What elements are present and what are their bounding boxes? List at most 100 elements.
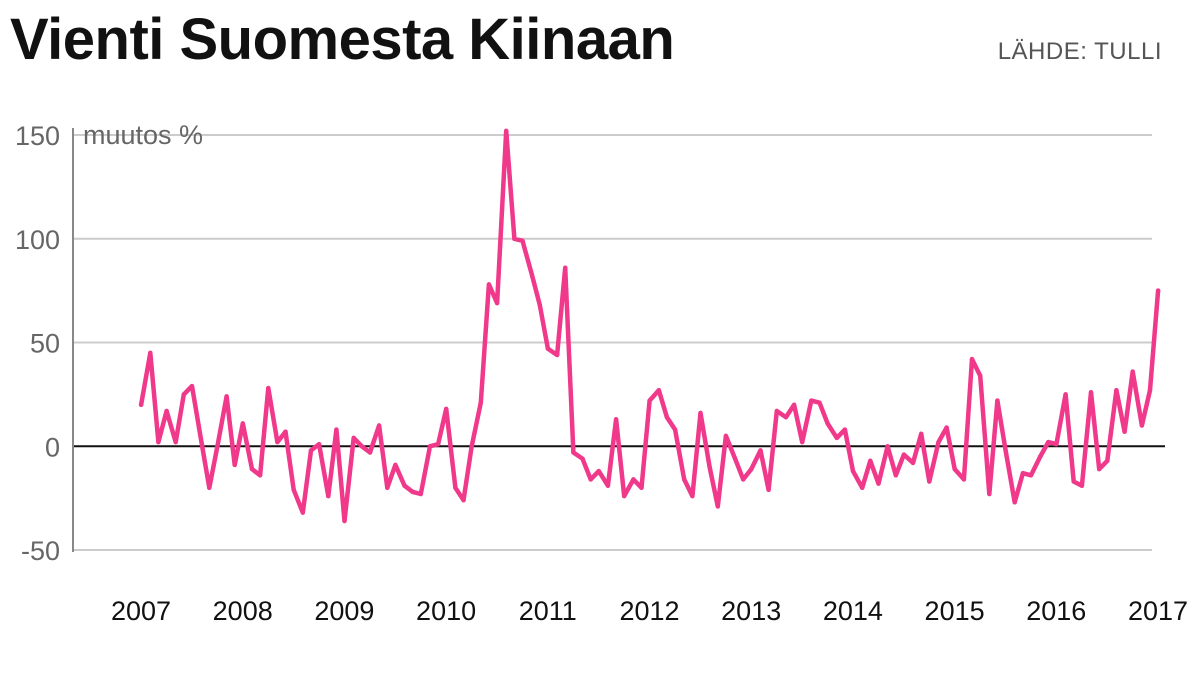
x-tick-label: 2017 [1128, 596, 1188, 626]
data-point [461, 498, 466, 503]
data-point [334, 427, 339, 432]
data-point [715, 504, 720, 509]
data-point [682, 477, 687, 482]
data-point [749, 466, 754, 472]
data-point [800, 439, 805, 445]
data-point [1054, 442, 1059, 447]
data-point [486, 282, 492, 287]
data-point [148, 350, 153, 356]
x-tick-labels: 2007 2008 2009 2010 2011 2012 2013 2014 2015 2016… [111, 596, 1188, 626]
y-tick-label: -50 [21, 536, 60, 566]
x-tick-label: 2013 [721, 596, 781, 626]
data-point [537, 302, 542, 308]
data-point [215, 444, 220, 449]
data-point [1097, 466, 1102, 472]
data-point [453, 485, 458, 490]
y-tick-label: 50 [30, 329, 60, 359]
data-point [1079, 483, 1085, 488]
y-tick-label: 150 [15, 121, 60, 151]
data-point [359, 444, 364, 449]
data-point [545, 346, 551, 351]
data-point [1147, 388, 1153, 393]
data-point [283, 429, 288, 434]
series-line [138, 128, 1161, 524]
data-point [1063, 392, 1068, 397]
data-point [605, 483, 611, 488]
data-point [1088, 390, 1094, 395]
data-point [351, 435, 356, 441]
data-point [860, 485, 865, 490]
y-tick-label: 100 [15, 225, 60, 255]
data-point [961, 477, 967, 482]
data-point [707, 464, 712, 470]
data-point [469, 444, 474, 449]
data-point [257, 473, 263, 478]
x-tick-label: 2009 [314, 596, 374, 626]
data-point [300, 510, 305, 515]
data-point [189, 383, 195, 389]
data-point [631, 477, 636, 482]
y-tick-labels: 150 100 50 0 -50 [15, 121, 60, 566]
data-point [741, 477, 746, 482]
data-point [698, 410, 703, 416]
x-tick-label: 2016 [1026, 596, 1086, 626]
data-point [809, 398, 814, 403]
data-point [1130, 369, 1135, 374]
data-point [927, 479, 932, 484]
data-point [885, 444, 890, 449]
data-point [326, 493, 331, 499]
data-point [1114, 388, 1119, 393]
x-tick-label: 2012 [619, 596, 679, 626]
data-point [901, 452, 907, 457]
data-point [656, 388, 661, 393]
data-point [494, 300, 500, 306]
data-point [554, 352, 560, 358]
data-point [224, 394, 229, 399]
data-point [783, 415, 789, 420]
data-point [978, 373, 983, 378]
data-point [1046, 439, 1051, 445]
data-point [791, 402, 797, 407]
data-point [936, 439, 941, 445]
data-point [893, 473, 898, 478]
chart-title: Vienti Suomesta Kiinaan [10, 7, 675, 72]
x-tick-label: 2007 [111, 596, 171, 626]
data-point [376, 423, 382, 428]
data-point [291, 487, 296, 492]
data-point [580, 456, 585, 461]
data-point [266, 385, 271, 391]
data-point [647, 398, 652, 403]
data-point [232, 462, 237, 468]
data-point [834, 435, 839, 441]
data-point [410, 489, 415, 495]
data-point [520, 238, 525, 243]
data-point [240, 421, 245, 426]
data-point [571, 450, 576, 455]
data-point [622, 493, 627, 499]
data-point [987, 491, 992, 497]
data-point [672, 427, 678, 432]
data-point [588, 477, 593, 482]
x-tick-label: 2010 [416, 596, 476, 626]
data-point [156, 439, 161, 445]
data-point [1012, 500, 1017, 505]
data-point [842, 427, 848, 432]
data-point [1071, 479, 1076, 484]
data-point [690, 493, 695, 499]
data-point [774, 408, 779, 414]
data-point [995, 398, 1000, 403]
data-point [758, 448, 763, 453]
data-point [342, 518, 347, 524]
data-point [249, 466, 255, 472]
data-point [1003, 448, 1008, 453]
data-point [512, 236, 517, 241]
x-tick-label: 2015 [925, 596, 985, 626]
data-point [181, 392, 186, 397]
x-tick-label: 2008 [213, 596, 273, 626]
data-point [1139, 423, 1145, 428]
data-point [173, 439, 178, 445]
data-point [1105, 458, 1110, 463]
x-tick-label: 2011 [519, 596, 577, 626]
data-point [952, 466, 957, 472]
data-point [198, 437, 204, 443]
